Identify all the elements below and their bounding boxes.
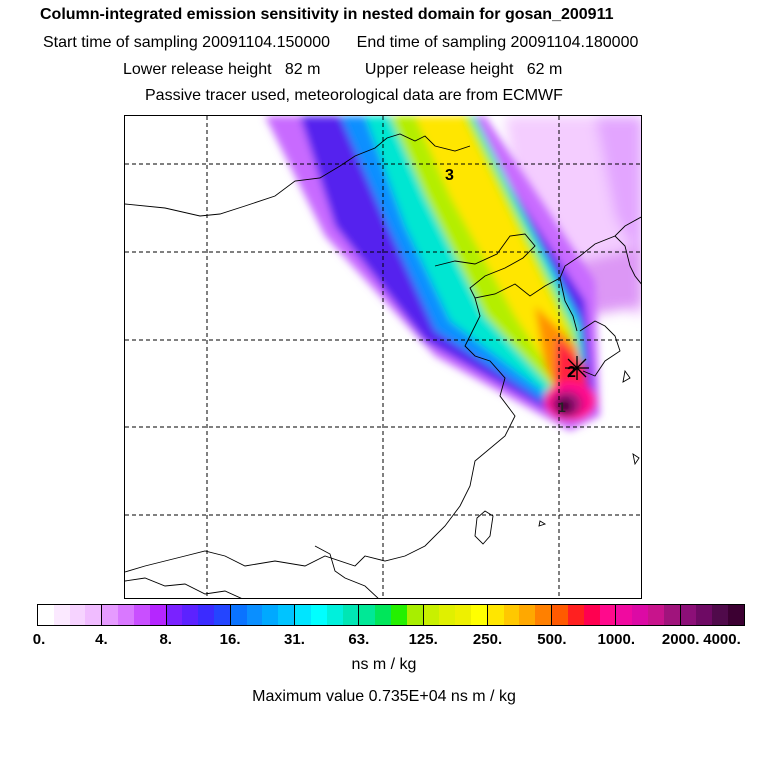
colorbar-tick-label: 16. — [219, 631, 241, 648]
colorbar-swatch — [69, 605, 86, 625]
plume — [265, 116, 600, 431]
colorbar-swatch — [295, 605, 311, 625]
colorbar-swatch — [262, 605, 279, 625]
colorbar-swatch — [390, 605, 407, 625]
colorbar-tick-label: 8. — [159, 631, 172, 648]
colorbar-segment — [359, 605, 424, 625]
colorbar-swatch — [728, 605, 744, 625]
colorbar-tick-label: 125. — [408, 631, 438, 648]
colorbar-segment — [487, 605, 553, 625]
colorbar-segment — [166, 605, 231, 625]
colorbar-swatch — [375, 605, 391, 625]
colorbar-swatch — [278, 605, 295, 625]
colorbar-swatch — [406, 605, 423, 625]
colorbar-segment — [230, 605, 296, 625]
colorbar-units: ns m / kg — [351, 656, 417, 673]
release-height-line: Lower release height 82 m Upper release … — [123, 61, 563, 78]
colorbar-swatch — [696, 605, 713, 625]
colorbar-swatch — [567, 605, 584, 625]
colorbar-swatch — [85, 605, 102, 625]
colorbar-swatch — [471, 605, 487, 625]
colorbar-tick-label: 31. — [284, 631, 305, 648]
emission-sensitivity-map: 3 2 1 — [124, 115, 642, 599]
colorbar-swatch — [310, 605, 327, 625]
colorbar-swatch — [166, 605, 183, 625]
plume-label-3: 3 — [445, 167, 454, 184]
map-title: Column-integrated emission sensitivity i… — [40, 6, 614, 23]
max-value-text: Maximum value 0.735E+04 ns m / kg — [252, 688, 516, 705]
plume-label-1: 1 — [558, 399, 566, 415]
colorbar-swatch — [503, 605, 520, 625]
colorbar-swatch — [583, 605, 600, 625]
star-icon — [565, 356, 589, 380]
colorbar-tick-label: 1000. — [597, 631, 636, 648]
colorbar-swatch — [53, 605, 70, 625]
colorbar-swatch — [342, 605, 359, 625]
colorbar-swatch — [680, 605, 697, 625]
colorbar-swatch — [246, 605, 263, 625]
colorbar-swatch — [552, 605, 568, 625]
colorbar-swatch — [149, 605, 166, 625]
colorbar-swatch — [102, 605, 119, 625]
colorbar-swatch — [38, 605, 54, 625]
colorbar-segment — [38, 605, 103, 625]
colorbar-swatch — [359, 605, 376, 625]
colorbar-swatch — [439, 605, 456, 625]
colorbar-swatch — [455, 605, 472, 625]
colorbar-tick-label: 4000. — [703, 631, 741, 648]
colorbar-segment — [680, 605, 744, 625]
colorbar-tick-label: 63. — [348, 631, 370, 648]
colorbar-tick-label: 2000. — [661, 631, 700, 648]
colorbar-swatch — [632, 605, 649, 625]
colorbar-swatch — [326, 605, 343, 625]
colorbar-swatch — [712, 605, 729, 625]
colorbar-tick-label: 4. — [95, 631, 108, 648]
colorbar-swatch — [663, 605, 680, 625]
colorbar-tick-label: 250. — [472, 631, 503, 648]
colorbar-swatch — [198, 605, 214, 625]
low-sensitivity-field — [505, 116, 641, 316]
colorbar-segment — [552, 605, 617, 625]
colorbar-swatch — [648, 605, 664, 625]
colorbar-swatch — [182, 605, 199, 625]
colorbar-swatch — [535, 605, 552, 625]
colorbar-swatch — [133, 605, 150, 625]
colorbar-tick-label: 500. — [537, 631, 567, 648]
colorbar-swatch — [118, 605, 134, 625]
colorbar — [37, 604, 745, 626]
colorbar-swatch — [487, 605, 504, 625]
colorbar-segment — [295, 605, 360, 625]
colorbar-swatch — [616, 605, 633, 625]
plume-label-2: 2 — [567, 364, 576, 381]
colorbar-swatch — [423, 605, 440, 625]
colorbar-swatch — [599, 605, 616, 625]
sampling-time-line: Start time of sampling 20091104.150000 E… — [43, 34, 639, 51]
colorbar-segment — [423, 605, 488, 625]
colorbar-tick-label: 0. — [32, 631, 46, 648]
colorbar-segment — [616, 605, 681, 625]
colorbar-segment — [102, 605, 167, 625]
map-canvas: 3 2 1 — [125, 116, 641, 598]
coastlines — [125, 133, 641, 598]
colorbar-swatch — [519, 605, 536, 625]
colorbar-swatch — [213, 605, 230, 625]
lat-lon-grid — [125, 116, 641, 598]
colorbar-swatch — [230, 605, 247, 625]
tracer-info-line: Passive tracer used, meteorological data… — [145, 87, 563, 104]
